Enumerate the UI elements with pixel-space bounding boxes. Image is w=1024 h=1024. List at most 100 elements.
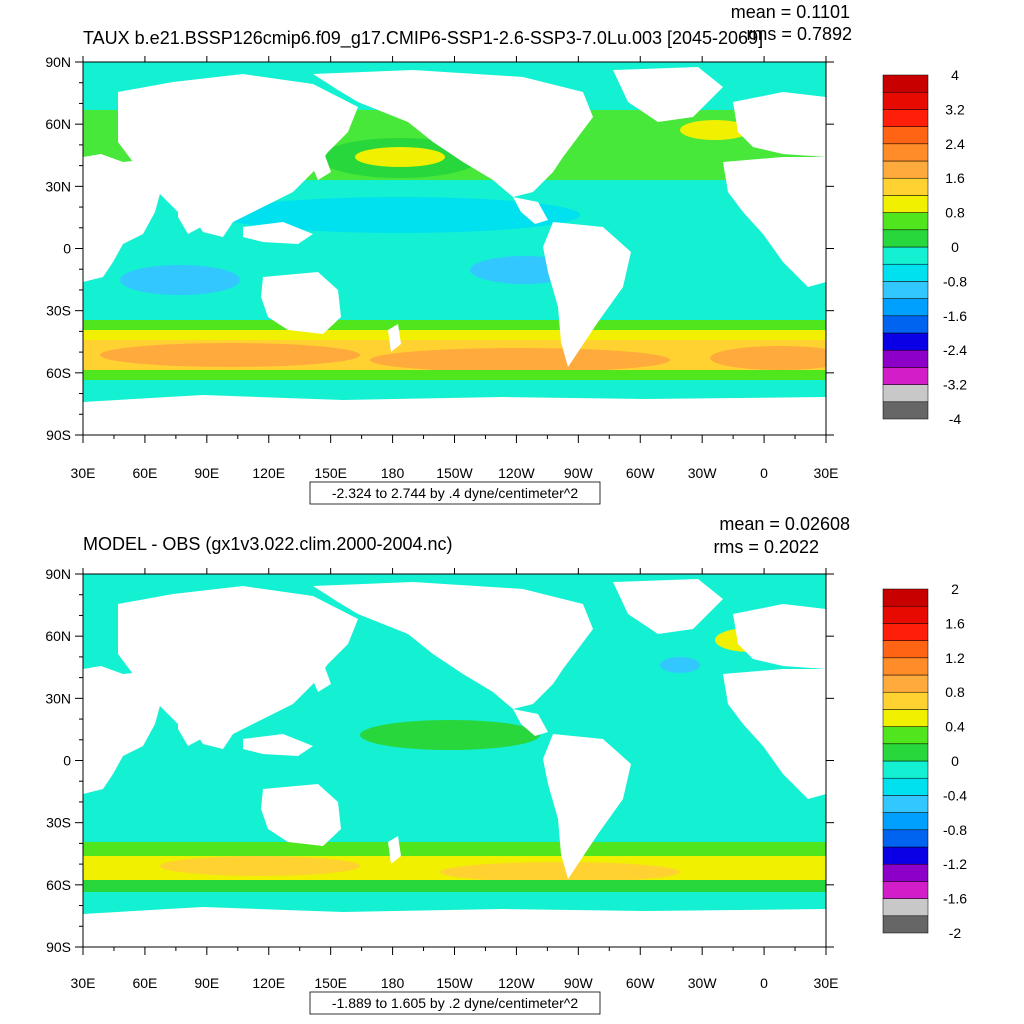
colorbar-label: 3.2: [945, 101, 965, 117]
y-tick-label: 0: [63, 753, 71, 769]
mean-label: mean = 0.02608: [719, 514, 850, 534]
colorbar-swatch: [882, 760, 929, 779]
x-tick-label: 30E: [814, 975, 839, 991]
colorbar-label: -1.2: [943, 856, 967, 872]
colorbar-swatch: [882, 143, 929, 162]
colorbar-swatch: [882, 109, 929, 127]
colorbar-swatch: [882, 281, 929, 299]
colorbar-swatch: [882, 743, 929, 762]
colorbar-label: 1.2: [945, 650, 965, 666]
colorbar-swatch: [882, 881, 929, 899]
panel-title: MODEL - OBS (gx1v3.022.clim.2000-2004.nc…: [83, 534, 453, 554]
x-tick-label: 30W: [688, 465, 718, 481]
x-tick-label: 120W: [498, 975, 535, 991]
y-tick-label: 90S: [46, 939, 71, 955]
colorbar-label: 0: [951, 753, 959, 769]
x-tick-label: 30E: [71, 975, 96, 991]
colorbar-label: 0.8: [945, 205, 965, 221]
y-tick-label: 90N: [45, 54, 71, 70]
rms-label: rms = 0.7892: [746, 24, 852, 44]
colorbar-swatch: [882, 605, 929, 624]
colorbar-swatch: [882, 401, 929, 420]
x-tick-label: 150E: [314, 465, 347, 481]
colorbar-label: 4: [951, 67, 959, 83]
colorbar-swatch: [882, 229, 929, 248]
range-text: -1.889 to 1.605 by .2 dyne/centimeter^2: [332, 995, 578, 1011]
colorbar: 4 3.2 2.4 1.6 0.8 0 -0.8 -1.6 -2.4 -3.2 -4: [882, 67, 967, 427]
colorbar-swatch: [882, 349, 929, 368]
y-tick-label: 60N: [45, 116, 71, 132]
colorbar-label: 0.8: [945, 684, 965, 700]
x-tick-label: 30W: [688, 975, 718, 991]
x-tick-label: 60E: [132, 975, 157, 991]
x-tick-label: 60E: [132, 465, 157, 481]
colorbar-label: -1.6: [943, 308, 967, 324]
overlay: TAUX b.e21.BSSP126cmip6.f09_g17.CMIP6-SS…: [45, 2, 967, 1015]
colorbar-label: 2: [951, 581, 959, 597]
x-tick-label: 0: [760, 465, 768, 481]
colorbar-swatch: [882, 298, 929, 317]
y-tick-label: 90N: [45, 566, 71, 582]
colorbar-swatch: [882, 160, 929, 179]
colorbar-label: 0.4: [945, 719, 965, 735]
y-tick-label: 30N: [45, 690, 71, 706]
panel-2: [83, 574, 826, 947]
mean-label: mean = 0.1101: [731, 2, 850, 22]
southern-westerlies: [83, 320, 826, 395]
x-tick-label: 90E: [194, 975, 219, 991]
colorbar-label: -2.4: [943, 342, 967, 358]
colorbar: 2 1.6 1.2 0.8 0.4 0 -0.4 -0.8 -1.2 -1.6 -2: [882, 581, 967, 941]
x-tick-label: 120W: [498, 465, 535, 481]
colorbar-swatch: [882, 74, 929, 93]
y-tick-label: 30N: [45, 178, 71, 194]
colorbar-label: -0.8: [943, 822, 967, 838]
colorbar-label: -0.8: [943, 273, 967, 289]
x-tick-label: 30E: [71, 465, 96, 481]
colorbar-swatch: [882, 623, 929, 641]
panel-2-annotations: MODEL - OBS (gx1v3.022.clim.2000-2004.nc…: [45, 514, 967, 1015]
colorbar-label: 0: [951, 239, 959, 255]
colorbar-swatch: [882, 384, 929, 403]
x-tick-label: 180: [381, 465, 405, 481]
colorbar-swatch: [882, 91, 929, 110]
y-tick-label: 60S: [46, 365, 71, 381]
colorbar-swatch: [882, 709, 929, 727]
x-tick-label: 90W: [564, 975, 594, 991]
colorbar-swatch: [882, 263, 929, 282]
range-box: [309, 481, 601, 505]
colorbar-label: -1.6: [943, 891, 967, 907]
x-tick-label: 120E: [252, 465, 285, 481]
y-tick-label: 0: [63, 241, 71, 257]
colorbar-label: -0.4: [943, 787, 967, 803]
colorbar-swatch: [882, 657, 929, 676]
x-tick-label: 60W: [626, 465, 656, 481]
x-tick-label: 30E: [814, 465, 839, 481]
colorbar-label: -4: [949, 411, 962, 427]
colorbar-swatch: [882, 246, 929, 265]
colorbar-swatch: [882, 812, 929, 831]
y-tick-label: 60N: [45, 628, 71, 644]
colorbar-swatch: [882, 195, 929, 213]
x-tick-label: 90W: [564, 465, 594, 481]
colorbar-swatch: [882, 177, 929, 196]
colorbar-swatch: [882, 795, 929, 813]
colorbar-swatch: [882, 691, 929, 710]
y-tick-label: 90S: [46, 427, 71, 443]
x-tick-label: 60W: [626, 975, 656, 991]
x-tick-label: 0: [760, 975, 768, 991]
y-tick-label: 60S: [46, 877, 71, 893]
y-tick-label: 30S: [46, 303, 71, 319]
colorbar-swatch: [882, 726, 929, 745]
colorbar-swatch: [882, 674, 929, 693]
colorbar-swatch: [882, 640, 929, 659]
colorbar-swatch: [882, 863, 929, 882]
colorbar-swatch: [882, 315, 929, 334]
x-tick-label: 150E: [314, 975, 347, 991]
colorbar-swatch: [882, 212, 929, 231]
map-field-2: [83, 574, 826, 947]
panel-1: [83, 62, 826, 435]
x-tick-label: 150W: [436, 465, 473, 481]
x-tick-label: 120E: [252, 975, 285, 991]
colorbar-label: -3.2: [943, 377, 967, 393]
